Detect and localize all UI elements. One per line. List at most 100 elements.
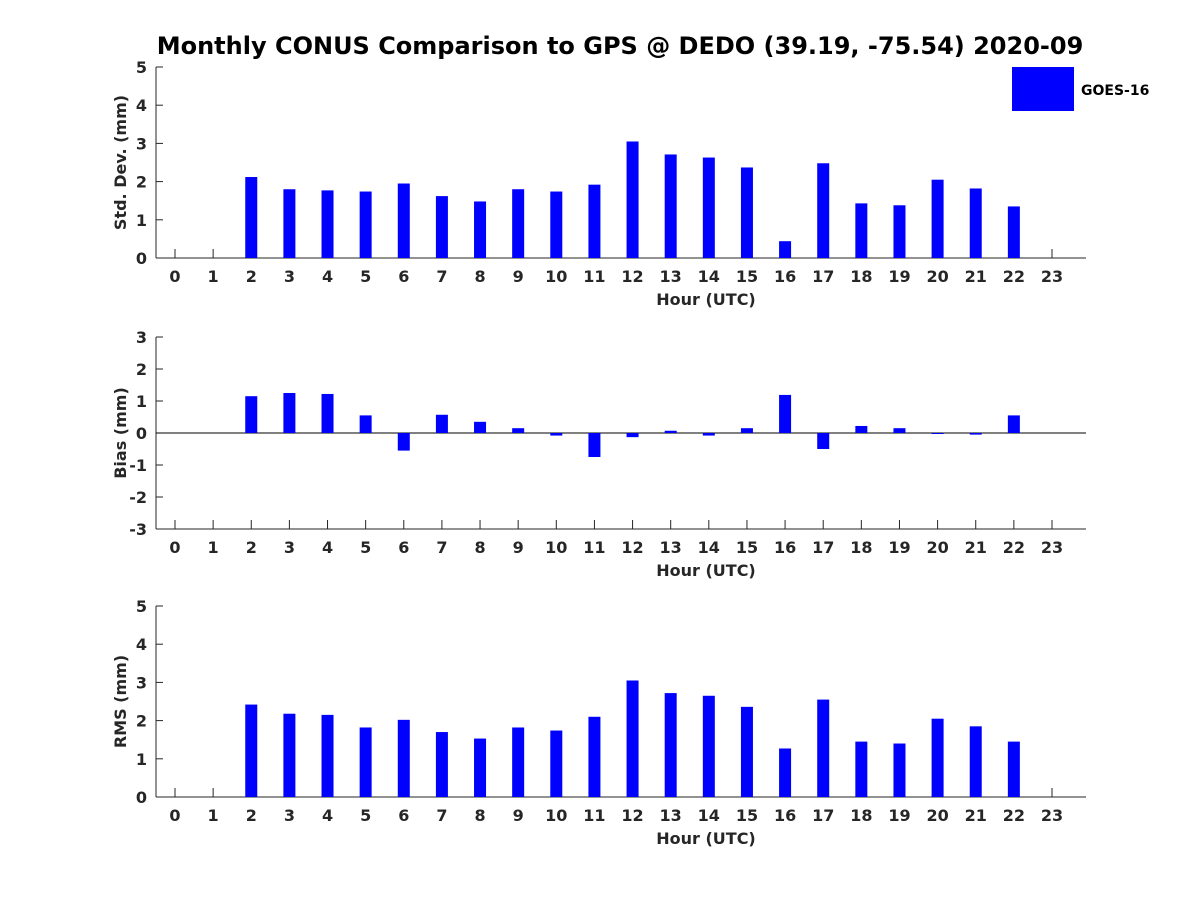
bar-rms-hour-19 bbox=[893, 743, 906, 797]
x-tick-label: 4 bbox=[322, 806, 333, 825]
bar-bias-hour-21 bbox=[969, 433, 982, 435]
bar-bias-hour-5 bbox=[359, 415, 372, 433]
x-tick-label: 10 bbox=[545, 267, 567, 286]
x-tick-label: 19 bbox=[888, 267, 910, 286]
x-tick-label: 18 bbox=[850, 267, 872, 286]
bar-bias-hour-12 bbox=[626, 433, 639, 438]
bar-bias-hour-8 bbox=[474, 421, 487, 433]
bar-rms-hour-9 bbox=[512, 727, 525, 797]
bar-bias-hour-19 bbox=[893, 428, 906, 433]
bar-rms-hour-20 bbox=[931, 718, 944, 797]
bar-std-hour-12 bbox=[626, 141, 639, 258]
bar-rms-hour-2 bbox=[245, 704, 258, 797]
x-tick-label: 11 bbox=[583, 806, 605, 825]
legend-label-goes16: GOES-16 bbox=[1081, 83, 1149, 99]
bar-bias-hour-6 bbox=[397, 433, 410, 451]
x-tick-label: 8 bbox=[474, 538, 485, 557]
x-tick-label: 19 bbox=[888, 538, 910, 557]
bar-bias-hour-9 bbox=[512, 428, 525, 433]
bar-bias-hour-2 bbox=[245, 396, 258, 433]
x-tick-label: 14 bbox=[698, 806, 720, 825]
bar-bias-hour-10 bbox=[550, 433, 563, 436]
bar-std-hour-15 bbox=[740, 167, 753, 258]
bar-std-hour-22 bbox=[1007, 206, 1020, 258]
bar-std-hour-8 bbox=[474, 201, 487, 258]
x-axis-label: Hour (UTC) bbox=[656, 561, 756, 580]
x-tick-label: 12 bbox=[621, 538, 643, 557]
bar-std-hour-3 bbox=[283, 189, 296, 258]
x-tick-label: 20 bbox=[926, 538, 948, 557]
bar-std-hour-14 bbox=[702, 157, 715, 258]
x-tick-label: 21 bbox=[965, 806, 987, 825]
x-tick-label: 10 bbox=[545, 538, 567, 557]
y-tick-label: 5 bbox=[136, 597, 147, 616]
x-tick-label: 14 bbox=[698, 267, 720, 286]
x-tick-label: 16 bbox=[774, 806, 796, 825]
x-tick-label: 15 bbox=[736, 538, 758, 557]
y-tick-label: 0 bbox=[136, 249, 147, 268]
bar-std-hour-6 bbox=[397, 183, 410, 258]
bar-rms-hour-13 bbox=[664, 693, 677, 797]
x-tick-label: 2 bbox=[246, 538, 257, 557]
x-tick-label: 5 bbox=[360, 538, 371, 557]
bar-rms-hour-21 bbox=[969, 726, 982, 797]
x-tick-label: 12 bbox=[621, 267, 643, 286]
x-tick-label: 9 bbox=[513, 538, 524, 557]
bar-std-hour-17 bbox=[817, 163, 830, 258]
bar-std-hour-21 bbox=[969, 188, 982, 258]
x-tick-label: 21 bbox=[965, 538, 987, 557]
bar-rms-hour-14 bbox=[702, 695, 715, 797]
x-tick-label: 11 bbox=[583, 538, 605, 557]
bar-rms-hour-17 bbox=[817, 699, 830, 797]
x-axis-label: Hour (UTC) bbox=[656, 290, 756, 309]
bar-std-hour-19 bbox=[893, 205, 906, 258]
x-tick-label: 8 bbox=[474, 806, 485, 825]
y-tick-label: 2 bbox=[136, 173, 147, 192]
bar-std-hour-9 bbox=[512, 189, 525, 258]
x-tick-label: 4 bbox=[322, 538, 333, 557]
bar-rms-hour-16 bbox=[779, 748, 792, 797]
x-tick-label: 3 bbox=[284, 538, 295, 557]
x-tick-label: 16 bbox=[774, 538, 796, 557]
x-tick-label: 0 bbox=[169, 267, 180, 286]
x-tick-label: 13 bbox=[660, 267, 682, 286]
y-tick-label: 5 bbox=[136, 58, 147, 77]
y-tick-label: -1 bbox=[129, 456, 147, 475]
y-tick-label: 3 bbox=[136, 328, 147, 347]
x-tick-label: 13 bbox=[660, 806, 682, 825]
bar-rms-hour-15 bbox=[740, 706, 753, 797]
bar-std-hour-13 bbox=[664, 154, 677, 258]
x-tick-label: 23 bbox=[1041, 806, 1063, 825]
bar-rms-hour-6 bbox=[397, 719, 410, 797]
x-tick-label: 18 bbox=[850, 806, 872, 825]
x-tick-label: 10 bbox=[545, 806, 567, 825]
x-tick-label: 23 bbox=[1041, 267, 1063, 286]
y-tick-label: -3 bbox=[129, 520, 147, 539]
bar-bias-hour-11 bbox=[588, 433, 601, 457]
bar-std-hour-16 bbox=[779, 241, 792, 258]
y-tick-label: 2 bbox=[136, 360, 147, 379]
bar-bias-hour-13 bbox=[664, 430, 677, 433]
x-tick-label: 1 bbox=[208, 806, 219, 825]
bar-rms-hour-8 bbox=[474, 738, 487, 797]
bar-bias-hour-3 bbox=[283, 393, 296, 433]
bar-bias-hour-18 bbox=[855, 425, 868, 433]
bar-bias-hour-20 bbox=[931, 433, 944, 434]
bar-rms-hour-11 bbox=[588, 716, 601, 797]
x-tick-label: 8 bbox=[474, 267, 485, 286]
y-axis-label: Std. Dev. (mm) bbox=[111, 95, 130, 230]
x-tick-label: 23 bbox=[1041, 538, 1063, 557]
bar-std-hour-4 bbox=[321, 190, 334, 258]
bar-rms-hour-7 bbox=[435, 732, 448, 797]
bar-std-hour-20 bbox=[931, 179, 944, 258]
y-axis-label: Bias (mm) bbox=[111, 387, 130, 479]
bar-bias-hour-7 bbox=[435, 414, 448, 433]
bar-rms-hour-3 bbox=[283, 713, 296, 797]
y-tick-label: 3 bbox=[136, 673, 147, 692]
x-tick-label: 6 bbox=[398, 538, 409, 557]
y-tick-label: 0 bbox=[136, 788, 147, 807]
bar-rms-hour-10 bbox=[550, 730, 563, 797]
